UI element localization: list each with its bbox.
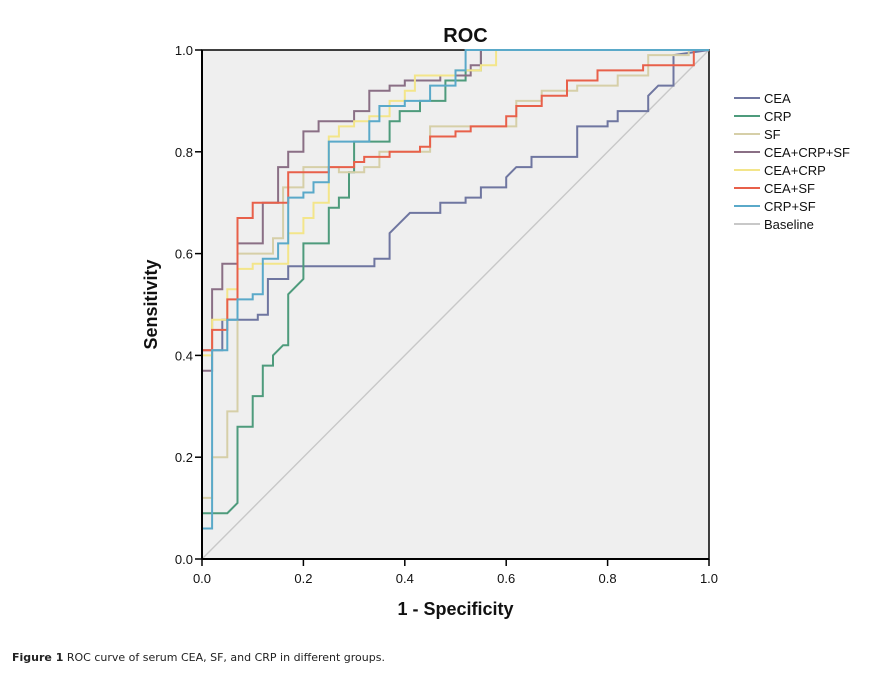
series-line-cea-crp-sf — [201, 49, 709, 559]
figure-caption: Figure 1 ROC curve of serum CEA, SF, and… — [12, 651, 385, 664]
caption-label: Figure 1 — [12, 651, 64, 664]
x-tick-label: 0.0 — [193, 571, 211, 586]
y-axis-label: Sensitivity — [141, 259, 161, 349]
series-line-cea — [201, 49, 710, 559]
curves-group — [201, 49, 710, 560]
series-line-baseline — [201, 49, 710, 560]
chart-title: ROC — [443, 25, 487, 47]
x-axis-label: 1 - Specificity — [397, 599, 513, 619]
axes-group: 0.0 0.2 0.4 0.6 0.8 1.0 0.0 0.2 0.4 0.6 0.8 1.0 — [175, 43, 718, 586]
x-tick-label: 0.6 — [497, 571, 515, 586]
x-tick-label: 0.8 — [599, 571, 617, 586]
legend-label: CRP+SF — [764, 199, 816, 214]
legend-label: CEA+SF — [764, 181, 815, 196]
legend-label: CEA+CRP+SF — [764, 145, 850, 160]
x-tick-label: 0.2 — [294, 571, 312, 586]
y-tick-label: 0.2 — [175, 450, 193, 465]
series-line-sf — [201, 49, 709, 559]
legend: CEA CRP SF CEA+CRP+SF CEA+CRP CEA+SF CRP+SF Bas… — [734, 91, 850, 232]
y-tick-label: 0.6 — [175, 247, 193, 262]
legend-label: SF — [764, 127, 781, 142]
x-tick-label: 0.4 — [396, 571, 414, 586]
legend-label: CEA+CRP — [764, 163, 826, 178]
y-tick-label: 0.4 — [175, 348, 193, 363]
y-tick-label: 0.8 — [175, 145, 193, 160]
legend-label: CEA — [764, 91, 791, 106]
caption-text: ROC curve of serum CEA, SF, and CRP in d… — [63, 651, 385, 664]
series-line-crp — [201, 49, 709, 559]
legend-label: CRP — [764, 109, 791, 124]
series-line-crp-sf — [201, 49, 709, 559]
series-line-cea-sf — [201, 49, 709, 559]
y-tick-label: 1.0 — [175, 43, 193, 58]
y-tick-label: 0.0 — [175, 552, 193, 567]
x-tick-label: 1.0 — [700, 571, 718, 586]
legend-label: Baseline — [764, 217, 814, 232]
